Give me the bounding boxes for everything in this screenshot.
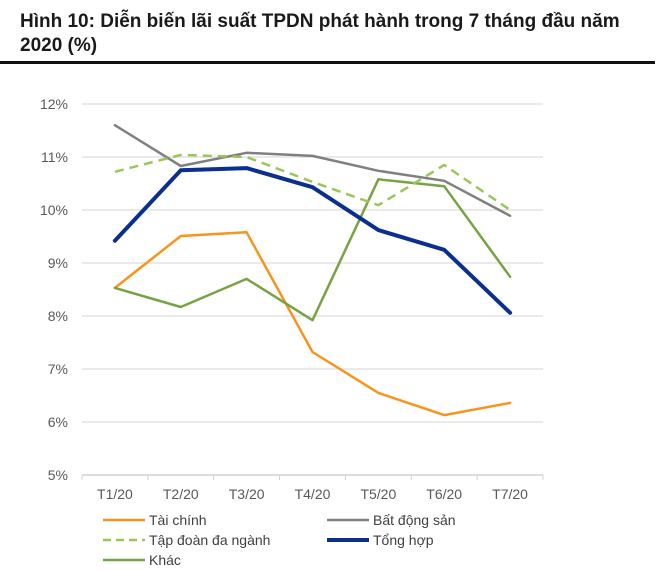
legend-label: Tập đoàn đa ngành xyxy=(149,532,270,548)
series-line-0 xyxy=(113,231,512,417)
y-tick-label: 6% xyxy=(48,414,68,430)
legend-label: Khác xyxy=(149,552,181,568)
x-axis: T1/20 T2/20 T3/20 T4/20 T5/20 T6/20 T7/20 xyxy=(81,475,544,502)
series-line-3 xyxy=(112,166,513,315)
series-line-4 xyxy=(113,178,512,322)
series-lines xyxy=(112,123,513,417)
legend: Tài chính Bất động sản Tập đoàn đa ngành Tổ… xyxy=(103,512,456,568)
x-tick-label: T3/20 xyxy=(229,486,265,502)
series-line-2 xyxy=(114,153,511,212)
x-tick-label: T4/20 xyxy=(295,486,331,502)
y-tick-label: 7% xyxy=(48,361,68,377)
x-tick-label: T1/20 xyxy=(97,486,133,502)
x-tick-label: T2/20 xyxy=(163,486,199,502)
x-tick-label: T6/20 xyxy=(426,486,462,502)
title-underline xyxy=(0,61,655,64)
series-line-1 xyxy=(113,123,512,218)
legend-label: Tài chính xyxy=(149,512,207,528)
x-tick-label: T7/20 xyxy=(492,486,528,502)
y-tick-label: 10% xyxy=(40,202,68,218)
legend-label: Bất động sản xyxy=(373,512,456,528)
gridlines xyxy=(82,103,543,476)
y-tick-label: 12% xyxy=(40,96,68,112)
y-tick-label: 8% xyxy=(48,308,68,324)
y-tick-label: 9% xyxy=(48,255,68,271)
x-tick-label: T5/20 xyxy=(360,486,396,502)
figure-title: Hình 10: Diễn biến lãi suất TPDN phát hà… xyxy=(20,11,620,56)
y-tick-label: 11% xyxy=(41,149,68,165)
y-tick-label: 5% xyxy=(48,467,68,483)
y-axis: 5% 6% 7% 8% 9% 10% 11% 12% xyxy=(40,96,68,483)
legend-label: Tổng hợp xyxy=(373,532,434,548)
